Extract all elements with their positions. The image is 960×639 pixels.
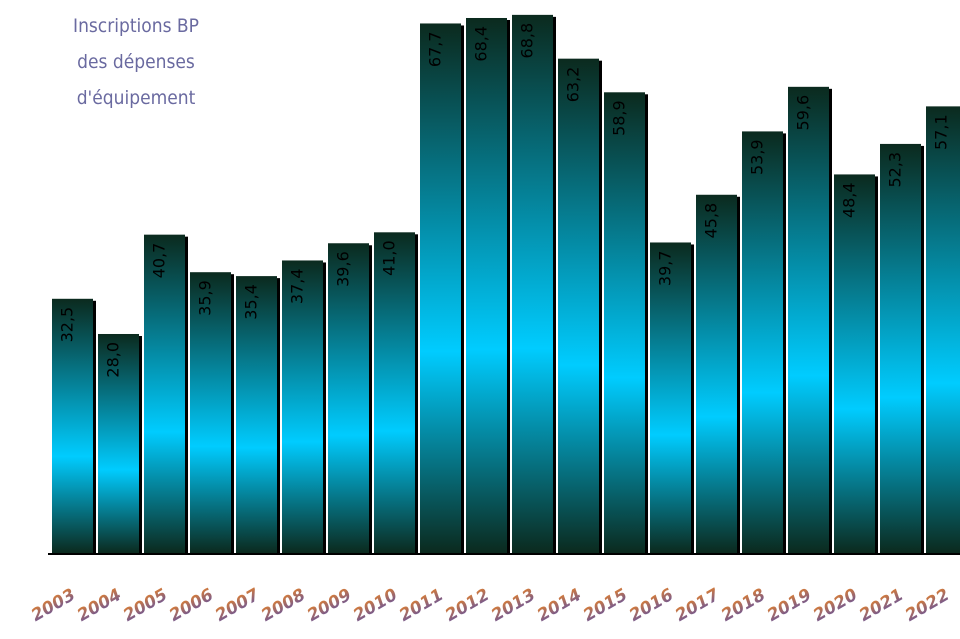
bar	[190, 272, 231, 553]
value-label: 28,0	[104, 342, 123, 378]
value-label: 67,7	[426, 31, 445, 67]
value-label: 52,3	[886, 152, 905, 188]
bar	[650, 242, 691, 553]
bar	[512, 14, 553, 553]
bar	[374, 232, 415, 553]
bar	[742, 131, 783, 553]
value-label: 40,7	[150, 243, 169, 279]
value-label: 35,9	[196, 280, 215, 316]
value-label: 58,9	[610, 100, 629, 136]
bar	[880, 143, 921, 554]
bar	[236, 276, 277, 553]
value-label: 32,5	[58, 307, 77, 343]
x-tick-label: 2021	[856, 585, 907, 626]
chart-title: des dépenses	[77, 51, 195, 73]
x-tick-label: 2008	[258, 585, 309, 626]
x-tick-label: 2005	[120, 585, 171, 626]
bar	[282, 260, 323, 553]
value-label: 63,2	[564, 67, 583, 103]
x-tick-label: 2011	[396, 585, 447, 626]
value-label: 48,4	[840, 182, 859, 218]
x-tick-label: 2009	[304, 585, 355, 626]
x-tick-label: 2006	[166, 585, 217, 626]
value-label: 35,4	[242, 284, 261, 320]
chart-title: Inscriptions BP	[73, 15, 199, 37]
x-tick-label: 2016	[626, 585, 677, 626]
value-label: 39,7	[656, 250, 675, 286]
x-tick-label: 2007	[212, 585, 263, 626]
x-tick-label: 2004	[74, 585, 125, 626]
value-label: 53,9	[748, 139, 767, 175]
bar	[558, 58, 599, 554]
x-tick-label: 2012	[442, 585, 493, 626]
x-tick-label: 2022	[902, 585, 953, 626]
x-tick-label: 2010	[350, 585, 401, 626]
x-tick-label: 2020	[810, 585, 861, 626]
x-tick-label: 2013	[488, 585, 539, 626]
bar	[328, 243, 369, 553]
x-tick-label: 2003	[28, 585, 79, 626]
value-label: 39,6	[334, 251, 353, 287]
bar	[788, 86, 829, 554]
x-tick-label: 2017	[672, 585, 723, 626]
value-label: 68,4	[472, 26, 491, 62]
x-tick-label: 2018	[718, 585, 769, 626]
bar	[420, 23, 461, 554]
value-label: 37,4	[288, 268, 307, 304]
bar	[98, 333, 139, 553]
chart-title: d'équipement	[77, 87, 196, 109]
value-label: 45,8	[702, 203, 721, 239]
x-tick-label: 2014	[534, 585, 585, 626]
bar	[604, 92, 645, 553]
bar	[52, 298, 93, 553]
value-label: 41,0	[380, 240, 399, 276]
bar	[926, 106, 960, 554]
x-tick-label: 2019	[764, 585, 815, 626]
value-label: 68,8	[518, 23, 537, 59]
bar	[144, 234, 185, 553]
bar	[466, 17, 507, 553]
value-label: 57,1	[932, 114, 951, 150]
bar	[834, 174, 875, 554]
value-label: 59,6	[794, 95, 813, 131]
x-tick-label: 2015	[580, 585, 631, 626]
bar	[696, 194, 737, 553]
